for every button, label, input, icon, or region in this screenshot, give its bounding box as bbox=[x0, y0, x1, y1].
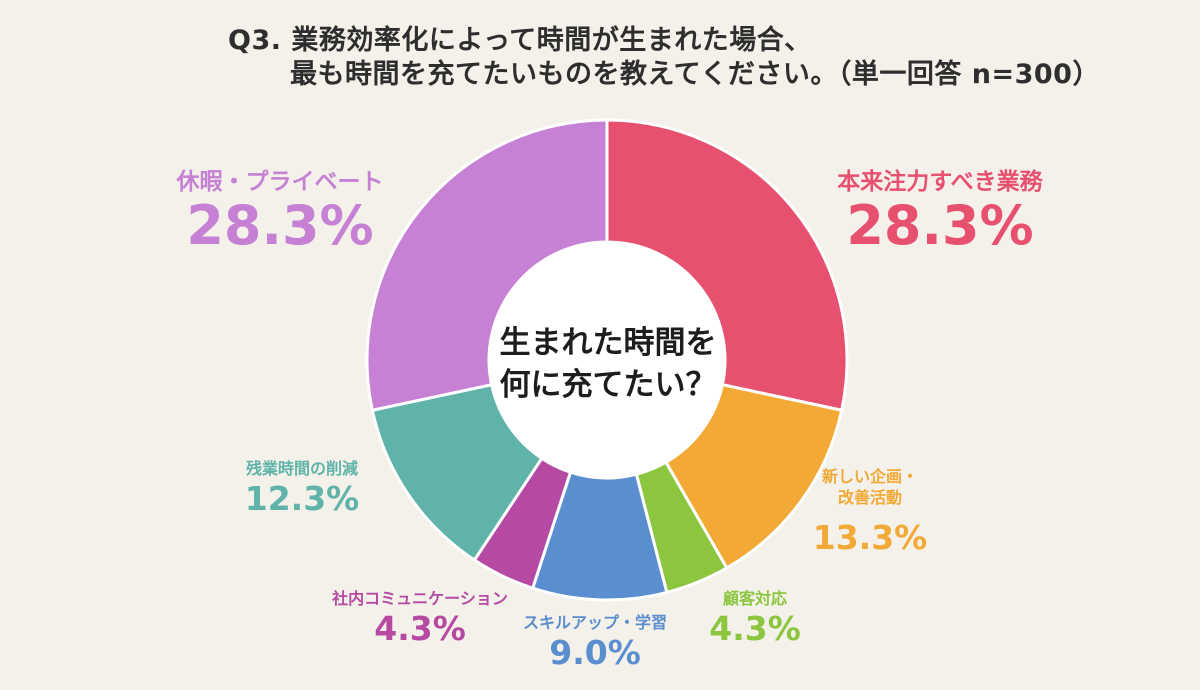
label-honrai-value: 28.3% bbox=[846, 194, 1034, 257]
label-kokyaku-value: 4.3% bbox=[709, 609, 801, 648]
label-kyuka-value: 28.3% bbox=[186, 194, 374, 257]
label-kyuka-name: 休暇・プライベート bbox=[176, 169, 384, 195]
label-zangyo: 残業時間の削減 12.3% bbox=[222, 458, 382, 519]
donut-center-text: 生まれた時間を 何に充てたい？ bbox=[465, 322, 751, 406]
label-kikaku: 新しい企画・改善活動 13.3% bbox=[800, 466, 940, 558]
chart-title: Q3. 業務効率化によって時間が生まれた場合、 最も時間を充てたいものを教えてく… bbox=[228, 24, 1100, 92]
center-line1: 生まれた時間を bbox=[499, 325, 717, 361]
center-line2: 何に充てたい？ bbox=[499, 367, 717, 403]
chart-title-line1: Q3. 業務効率化によって時間が生まれた場合、 bbox=[228, 25, 812, 56]
label-skill: スキルアップ・学習 9.0% bbox=[505, 612, 685, 673]
label-shanai-value: 4.3% bbox=[374, 609, 466, 648]
label-zangyo-value: 12.3% bbox=[244, 479, 360, 518]
label-kyuka: 休暇・プライベート 28.3% bbox=[150, 168, 410, 256]
label-zangyo-name: 残業時間の削減 bbox=[245, 459, 358, 478]
label-kokyaku: 顧客対応 4.3% bbox=[690, 588, 820, 649]
label-shanai: 社内コミュニケーション 4.3% bbox=[300, 588, 540, 649]
label-kokyaku-name: 顧客対応 bbox=[722, 589, 787, 608]
label-kikaku-value: 13.3% bbox=[812, 518, 928, 557]
donut-hole bbox=[489, 242, 725, 478]
chart-title-line2: 最も時間を充てたいものを教えてください。（単一回答 n=300） bbox=[290, 59, 1100, 90]
label-honrai-name: 本来注力すべき業務 bbox=[837, 169, 1043, 195]
label-skill-name: スキルアップ・学習 bbox=[522, 613, 667, 632]
label-skill-value: 9.0% bbox=[549, 633, 641, 672]
label-honrai: 本来注力すべき業務 28.3% bbox=[800, 168, 1080, 256]
label-shanai-name: 社内コミュニケーション bbox=[332, 589, 508, 608]
label-kikaku-name: 新しい企画・改善活動 bbox=[821, 467, 918, 507]
